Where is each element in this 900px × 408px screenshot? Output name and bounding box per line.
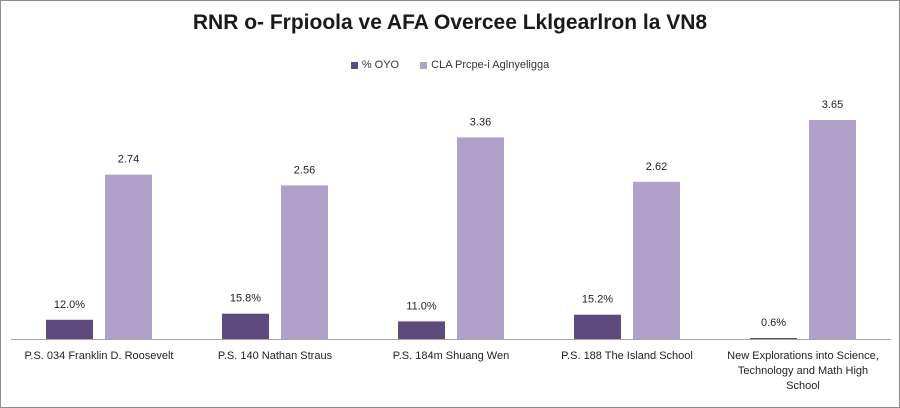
data-label-series1-3: 2.62 (646, 161, 667, 173)
bar-series1-3 (633, 181, 680, 339)
bar-series0-3 (574, 314, 621, 339)
legend-swatch-oyo (350, 61, 358, 69)
bar-series1-4 (809, 120, 856, 339)
legend-swatch-cla (420, 61, 428, 69)
bar-series0-1 (222, 313, 269, 339)
data-label-series1-0: 2.74 (118, 154, 139, 166)
legend-item-oyo: % OYO (350, 59, 400, 72)
bar-series0-2 (398, 321, 445, 339)
legend-label-cla: CLA Prcpe-i Aglnyeligga (431, 59, 550, 72)
data-label-series0-0: 12.0% (54, 299, 85, 311)
bar-series1-1 (281, 185, 328, 339)
category-label-4: New Explorations into Science, Technology… (727, 350, 879, 392)
category-label-2: P.S. 184m Shuang Wen (393, 350, 509, 362)
legend: % OYO CLA Prcpe-i Aglnyeligga (1, 59, 899, 71)
legend-item-cla: CLA Prcpe-i Aglnyeligga (420, 59, 549, 71)
data-label-series1-2: 3.36 (470, 116, 491, 128)
legend-label-oyo: % OYO (361, 59, 400, 72)
data-label-series1-4: 3.65 (822, 99, 843, 111)
data-label-series0-1: 15.8% (230, 293, 261, 305)
data-label-series1-1: 2.56 (294, 164, 315, 176)
bar-series0-0 (46, 319, 93, 339)
data-label-series0-3: 15.2% (582, 294, 613, 306)
category-label-0: P.S. 034 Franklin D. Roosevelt (25, 350, 174, 362)
data-label-series0-2: 11.0% (406, 300, 437, 312)
category-label-3: P.S. 188 The Island School (561, 350, 693, 362)
bar-series0-4 (750, 338, 797, 339)
category-label-1: P.S. 140 Nathan Straus (218, 350, 333, 362)
bar-series1-0 (105, 174, 152, 339)
data-label-series0-4: 0.6% (761, 317, 786, 329)
bar-series1-2 (457, 137, 504, 339)
chart-title: RNR o- Frpioola ve AFA Overcee Lklgearlr… (192, 11, 708, 34)
